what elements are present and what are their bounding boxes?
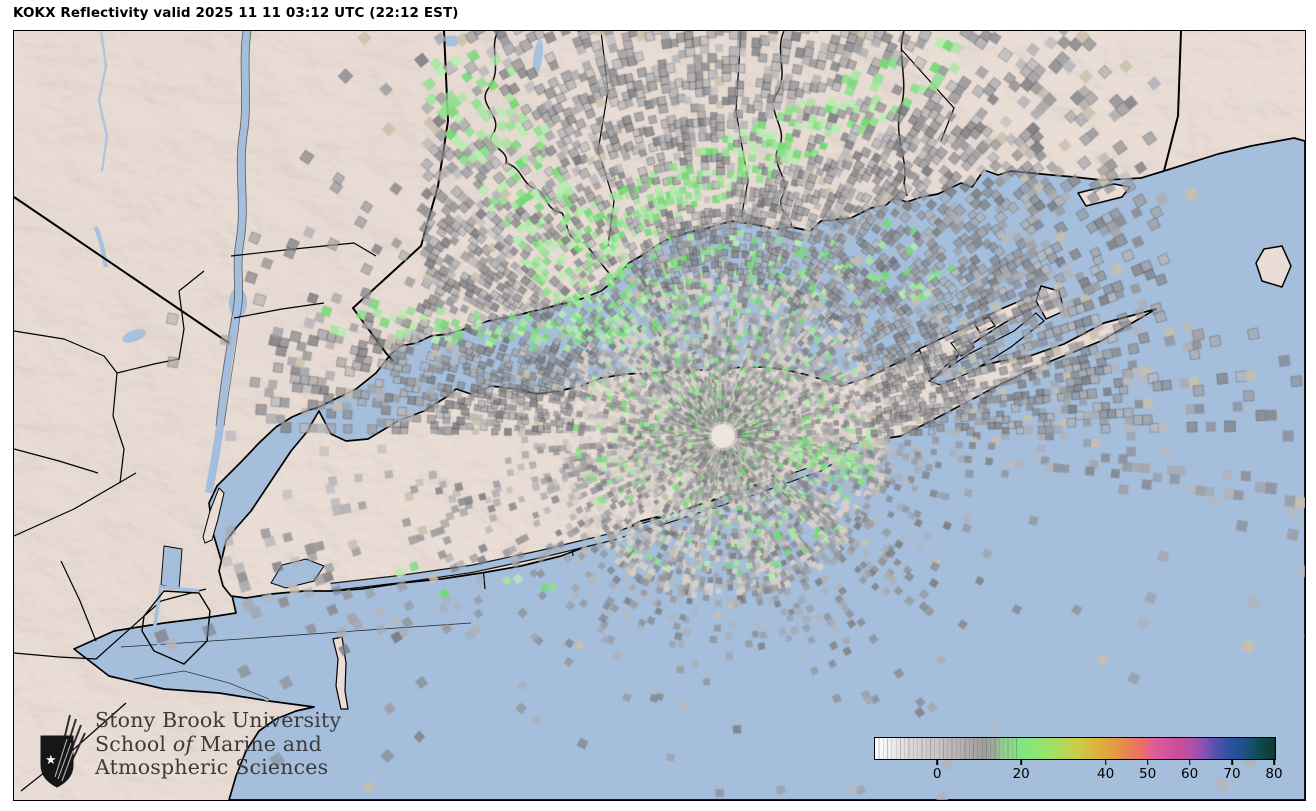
colorbar-tick bbox=[1020, 760, 1022, 765]
colorbar-tick-label: 50 bbox=[1139, 766, 1157, 782]
colorbar-gradient bbox=[874, 737, 1276, 760]
colorbar-tick bbox=[1146, 760, 1149, 765]
page-title: KOKX Reflectivity valid 2025 11 11 03:12… bbox=[13, 5, 459, 21]
colorbar-tick bbox=[1188, 760, 1191, 765]
colorbar-tick-label: 40 bbox=[1097, 766, 1115, 782]
colorbar-tick bbox=[1273, 760, 1275, 765]
colorbar-step-lines bbox=[875, 738, 1019, 759]
colorbar-tick-label: 60 bbox=[1181, 766, 1199, 782]
colorbar-tick-label: 20 bbox=[1012, 766, 1030, 782]
colorbar-tick-label: 70 bbox=[1223, 766, 1241, 782]
colorbar-tick bbox=[936, 760, 938, 765]
colorbar-tick-label: 0 bbox=[932, 766, 942, 782]
radar-reflectivity-layer bbox=[14, 31, 1305, 800]
colorbar-tick bbox=[1104, 760, 1107, 765]
radar-map: ★ Stony Brook University School of Marin… bbox=[13, 30, 1306, 801]
reflectivity-colorbar: 0 20 40 50 60 70 80 bbox=[874, 737, 1283, 797]
colorbar-tick-label: 80 bbox=[1265, 766, 1283, 782]
colorbar-tick bbox=[1231, 760, 1233, 765]
